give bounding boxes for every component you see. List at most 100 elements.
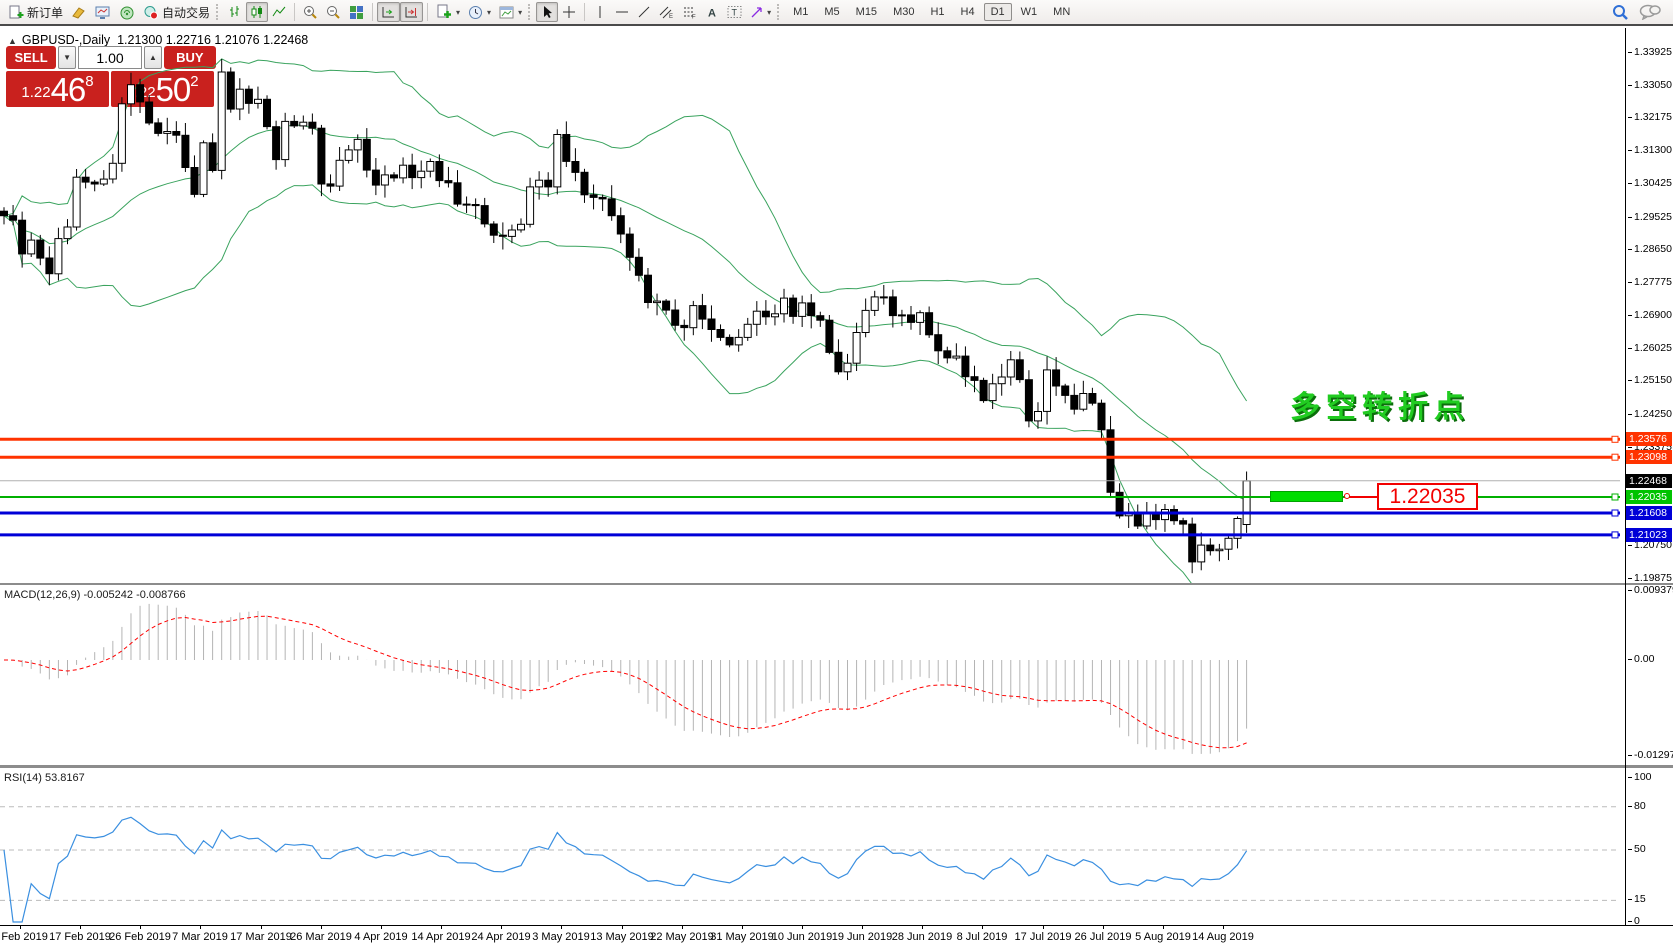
candle-body xyxy=(290,120,299,127)
timeframe-button-h1[interactable]: H1 xyxy=(930,6,945,18)
level-line-handle[interactable] xyxy=(1611,509,1619,517)
level-line-handle[interactable] xyxy=(1611,453,1619,461)
candle-body xyxy=(498,234,507,237)
pane-separator[interactable] xyxy=(0,583,1673,585)
price-axis-tick: 1.26025 xyxy=(1628,342,1673,355)
candle-body xyxy=(653,300,661,304)
sell-button[interactable]: SELL xyxy=(6,46,57,69)
buy-button[interactable]: BUY xyxy=(163,46,216,69)
candle-body xyxy=(743,323,752,338)
trendline-button[interactable] xyxy=(633,2,655,22)
timeframe-button-h4[interactable]: H4 xyxy=(960,6,975,18)
date-axis-tick-mark xyxy=(802,925,803,929)
auto-scroll-button[interactable] xyxy=(377,2,401,22)
chart-eraser-button[interactable] xyxy=(67,2,91,22)
dropdown-caret-icon[interactable]: ▾ xyxy=(518,7,523,17)
new-order-button[interactable]: 新订单 xyxy=(4,2,67,22)
equidistant-channel-button[interactable]: E xyxy=(655,2,678,22)
timeframe-button-w1[interactable]: W1 xyxy=(1020,6,1038,18)
timeframe-button-m5[interactable]: M5 xyxy=(824,6,840,18)
axis-tick-mark xyxy=(1628,314,1632,316)
dropdown-caret-icon[interactable]: ▾ xyxy=(456,7,461,17)
price-pane[interactable] xyxy=(0,28,1625,583)
chat-icon[interactable] xyxy=(1639,4,1661,20)
candle-body xyxy=(163,131,172,134)
timeframe-button-m1[interactable]: M1 xyxy=(793,6,809,18)
volume-increase-button[interactable]: ▲ xyxy=(144,46,162,69)
dropdown-caret-icon[interactable]: ▾ xyxy=(487,7,492,17)
level-line-handle[interactable] xyxy=(1611,531,1619,539)
horizontal-line-button[interactable] xyxy=(611,2,633,22)
price-level-label: 1.23576 xyxy=(1626,432,1672,446)
indicators-button[interactable]: ▾ xyxy=(432,2,464,22)
svg-text:T: T xyxy=(732,8,738,18)
rsi-indicator-label: RSI(14) 53.8167 xyxy=(4,772,85,784)
candle-body xyxy=(1015,359,1024,381)
crosshair-icon xyxy=(563,6,576,18)
candle-body xyxy=(1070,394,1079,410)
templates-button[interactable]: ▾ xyxy=(495,2,526,22)
axis-tick-mark xyxy=(1628,413,1632,415)
timeframe-button-d1[interactable]: D1 xyxy=(983,3,1012,21)
bar-chart-button[interactable] xyxy=(224,2,246,22)
pane-separator[interactable] xyxy=(0,765,1673,768)
vertical-line-icon xyxy=(599,6,601,18)
toolbar-separator xyxy=(427,3,429,21)
timeframe-group: M1 M5 M15 M30 H1 H4 D1 W1 MN xyxy=(785,3,1078,21)
sell-price-point: 8 xyxy=(85,73,94,90)
level-line-handle[interactable] xyxy=(1611,435,1619,443)
candle-body xyxy=(27,239,36,255)
sell-price-display[interactable]: 1.22 46 8 xyxy=(6,71,109,107)
candle-body xyxy=(725,336,734,346)
tile-windows-button[interactable] xyxy=(345,2,368,22)
volume-input[interactable] xyxy=(78,46,143,69)
candle-body xyxy=(798,302,807,317)
callout-anchor-dot xyxy=(1344,493,1350,499)
candlestick-chart-button[interactable] xyxy=(246,2,269,22)
periods-button[interactable]: ▾ xyxy=(464,2,495,22)
candle-body xyxy=(562,134,571,162)
cursor-button[interactable] xyxy=(536,2,559,22)
date-axis-tick-mark xyxy=(982,925,983,929)
candle-body xyxy=(771,313,779,318)
crosshair-button[interactable] xyxy=(558,2,580,22)
zoom-in-button[interactable] xyxy=(299,2,322,22)
price-callout-box: 1.22035 xyxy=(1377,483,1478,510)
level-line-handle[interactable] xyxy=(1611,493,1619,501)
candle-body xyxy=(1043,369,1051,412)
timeframe-button-m15[interactable]: M15 xyxy=(855,6,878,18)
axis-tick-mark xyxy=(1628,544,1632,546)
candle-body xyxy=(907,314,915,323)
chart-shift-button[interactable] xyxy=(400,2,424,22)
date-axis-tick-mark xyxy=(1103,925,1104,929)
date-axis-label: 17 Feb 2019 xyxy=(49,931,111,943)
macd-indicator-label: MACD(12,26,9) -0.005242 -0.008766 xyxy=(4,589,186,601)
axis-tick-mark xyxy=(1628,116,1632,118)
volume-decrease-button[interactable]: ▼ xyxy=(58,46,77,69)
date-axis-tick-mark xyxy=(742,925,743,929)
fibonacci-button[interactable]: F xyxy=(678,2,701,22)
axis-tick-mark xyxy=(1628,51,1632,53)
buy-price-point: 2 xyxy=(190,73,199,90)
collapse-panel-icon[interactable]: ▲ xyxy=(8,36,17,46)
price-axis-tick: 1.33925 xyxy=(1628,46,1673,59)
macd-pane[interactable] xyxy=(0,585,1625,765)
timeframe-button-m30[interactable]: M30 xyxy=(893,6,915,18)
rsi-pane[interactable] xyxy=(0,768,1625,925)
text-button[interactable]: A xyxy=(701,2,723,22)
search-icon[interactable] xyxy=(1612,4,1629,21)
text-label-button[interactable]: T xyxy=(723,2,746,22)
vertical-line-button[interactable] xyxy=(589,2,611,22)
rsi-axis-label: 100 xyxy=(1628,771,1673,784)
candle-body xyxy=(625,233,634,258)
zoom-out-button[interactable] xyxy=(322,2,345,22)
arrows-button[interactable]: ▾ xyxy=(746,2,775,22)
signals-button[interactable] xyxy=(115,2,139,22)
price-axis-tick: 1.30425 xyxy=(1628,177,1673,190)
timeframe-button-mn[interactable]: MN xyxy=(1053,6,1071,18)
autotrading-button[interactable]: 自动交易 xyxy=(139,2,214,22)
line-chart-button[interactable] xyxy=(268,2,290,22)
terminal-button[interactable] xyxy=(91,2,115,22)
dropdown-caret-icon[interactable]: ▾ xyxy=(767,7,772,17)
axis-tick-mark xyxy=(1628,182,1632,184)
